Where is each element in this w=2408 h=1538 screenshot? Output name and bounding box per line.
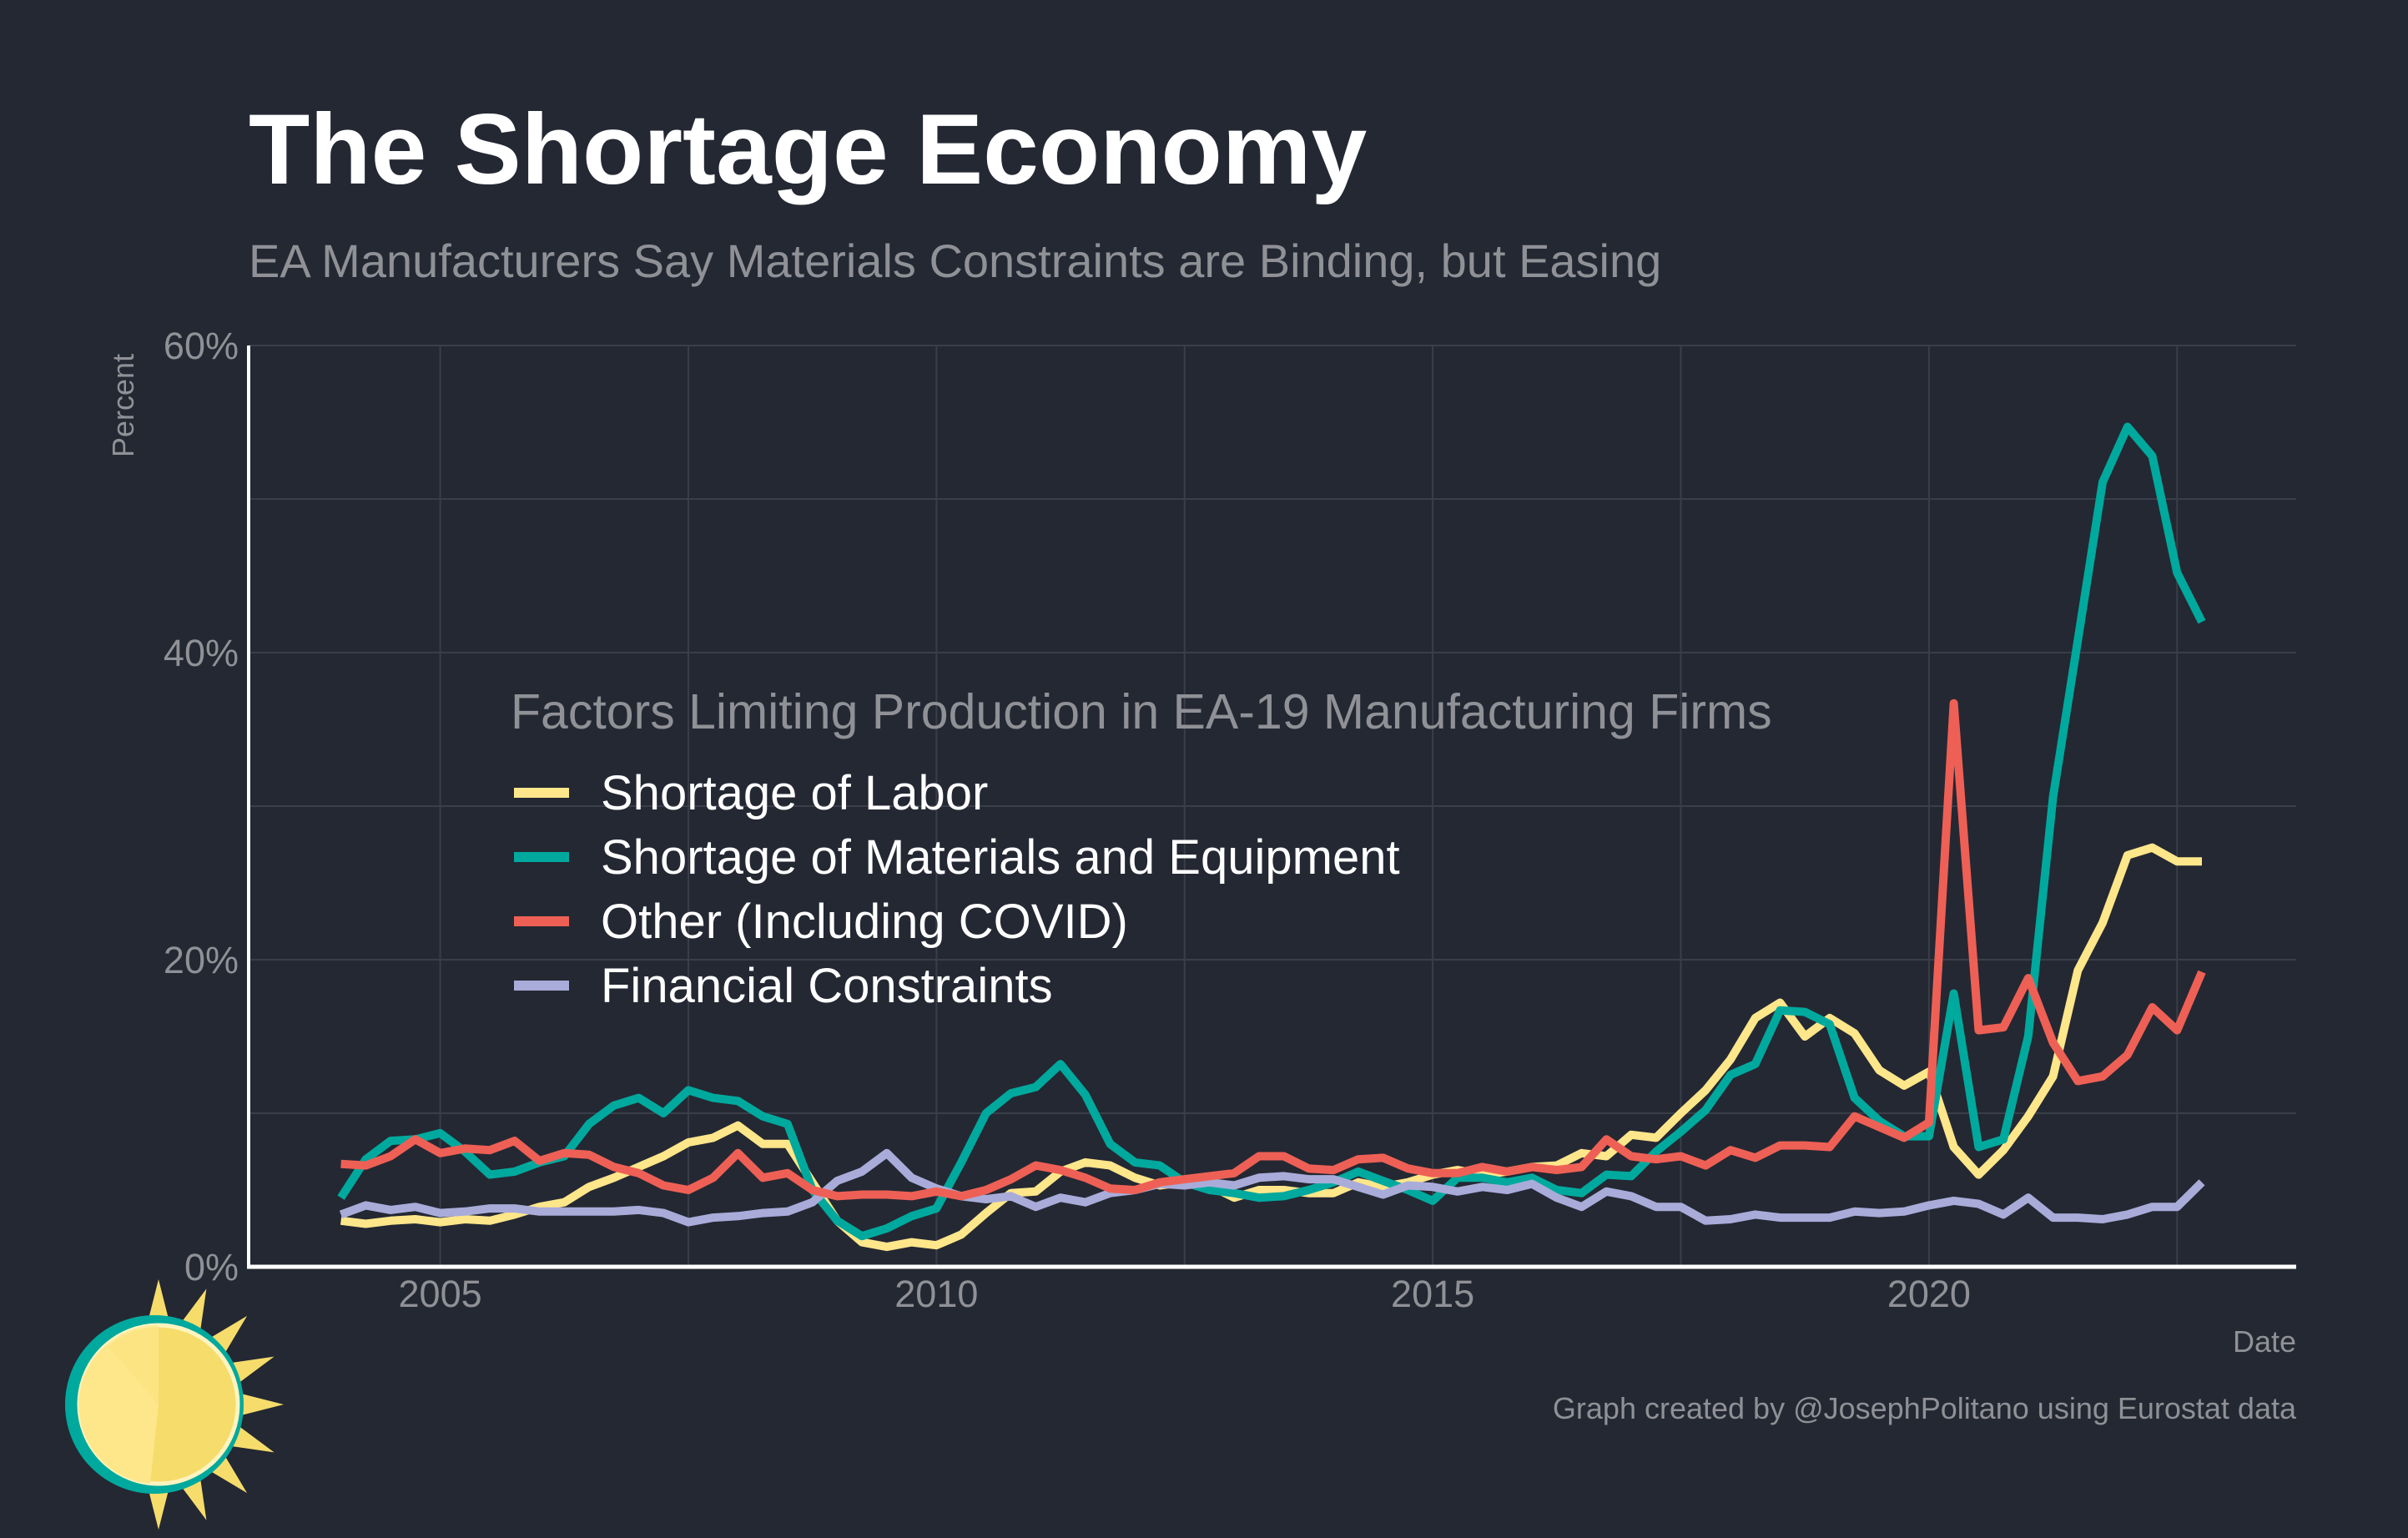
y-tick-label: 60% [164, 325, 239, 367]
legend-item: Shortage of Labor [514, 766, 988, 820]
chart-subtitle: EA Manufacturers Say Materials Constrain… [249, 234, 1661, 287]
credit: Graph created by @JosephPolitano using E… [1553, 1391, 2297, 1425]
x-tick-label: 2015 [1391, 1273, 1474, 1315]
legend-title: Factors Limiting Production in EA-19 Man… [511, 684, 1772, 739]
legend-item: Shortage of Materials and Equipment [514, 830, 1400, 885]
sun-ray [236, 1392, 284, 1417]
legend-label: Financial Constraints [601, 959, 1053, 1013]
y-axis-label: Percent [106, 354, 140, 457]
y-tick-label: 20% [164, 939, 239, 981]
sun-ray [146, 1482, 171, 1530]
series-lines [337, 422, 2206, 1252]
y-axis-ticks: 0% 20% 40% 60% [164, 325, 239, 1288]
x-axis-label: Date [2233, 1324, 2296, 1359]
y-tick-label: 40% [164, 632, 239, 674]
legend-item: Other (Including COVID) [514, 895, 1128, 949]
sun-logo-icon [65, 1279, 284, 1530]
legend-label: Shortage of Materials and Equipment [601, 830, 1400, 885]
y-tick-label: 0% [184, 1246, 239, 1288]
chart-title: The Shortage Economy [249, 93, 1367, 205]
series-line-shortage-of-labor [340, 843, 2202, 1252]
legend-label: Shortage of Labor [601, 766, 988, 820]
x-axis-ticks: 2005 2010 2015 2020 [399, 1273, 1971, 1315]
x-tick-label: 2020 [1887, 1273, 1971, 1315]
legend-label: Other (Including COVID) [601, 895, 1128, 949]
legend: Factors Limiting Production in EA-19 Man… [511, 684, 1772, 1013]
x-tick-label: 2010 [894, 1273, 978, 1315]
x-tick-label: 2005 [399, 1273, 482, 1315]
legend-item: Financial Constraints [514, 959, 1053, 1013]
sun-ray [146, 1279, 171, 1327]
series-line-other-including-covid- [340, 698, 2206, 1201]
series-line-financial-constraints [339, 1148, 2205, 1227]
